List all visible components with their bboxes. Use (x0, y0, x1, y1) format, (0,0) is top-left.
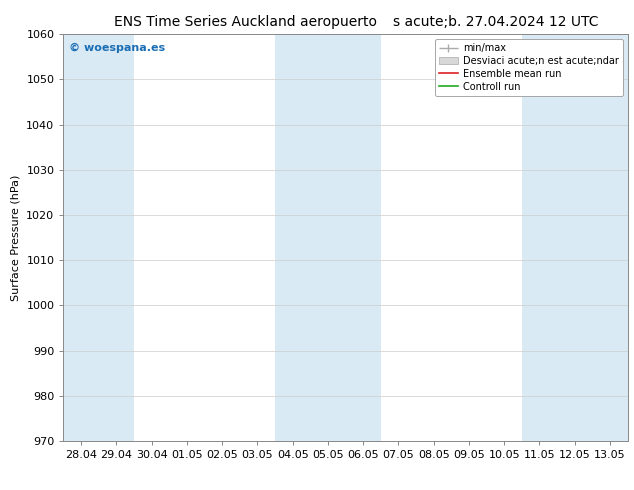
Legend: min/max, Desviaci acute;n est acute;ndar, Ensemble mean run, Controll run: min/max, Desviaci acute;n est acute;ndar… (435, 39, 623, 96)
Bar (346, 34, 381, 441)
Bar (557, 34, 592, 441)
Y-axis label: Surface Pressure (hPa): Surface Pressure (hPa) (11, 174, 21, 301)
Text: © woespana.es: © woespana.es (69, 43, 165, 52)
Bar (522, 34, 557, 441)
Text: s acute;b. 27.04.2024 12 UTC: s acute;b. 27.04.2024 12 UTC (393, 15, 598, 29)
Text: ENS Time Series Auckland aeropuerto: ENS Time Series Auckland aeropuerto (114, 15, 377, 29)
Bar (275, 34, 310, 441)
Bar (63, 34, 99, 441)
Bar (592, 34, 628, 441)
Bar (310, 34, 346, 441)
Bar (99, 34, 134, 441)
